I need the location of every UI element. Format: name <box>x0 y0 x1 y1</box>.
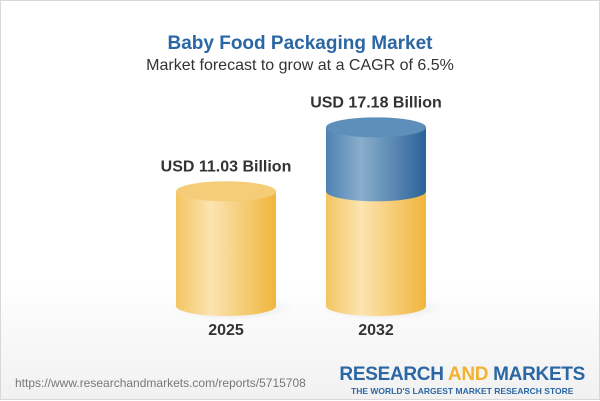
cylinder-top <box>326 117 426 138</box>
data-label: USD 17.18 Billion <box>310 94 442 111</box>
source-url[interactable]: https://www.researchandmarkets.com/repor… <box>15 376 306 390</box>
cylinder-body-base <box>176 191 276 316</box>
cylinder-body-growth <box>326 127 426 202</box>
cylinder-body-base <box>326 191 426 316</box>
data-label: USD 11.03 Billion <box>161 158 292 175</box>
category-label: 2032 <box>358 322 394 339</box>
category-label: 2025 <box>208 322 244 339</box>
chart-subtitle: Market forecast to grow at a CAGR of 6.5… <box>146 57 454 74</box>
chart-title: Baby Food Packaging Market <box>167 33 433 54</box>
research-and-markets-logo: RESEARCH AND MARKETS THE WORLD'S LARGEST… <box>339 364 585 397</box>
cylinder-top <box>176 181 276 202</box>
